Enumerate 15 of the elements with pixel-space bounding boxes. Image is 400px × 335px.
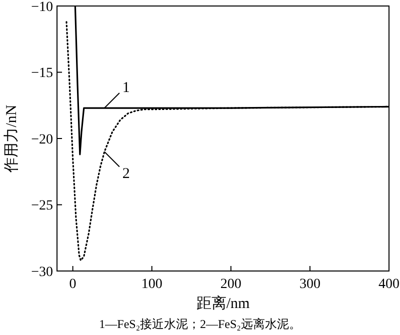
text: 1—FeS₂接近水泥；2—FeS₂远离水泥。 bbox=[99, 317, 301, 331]
x-tick-label: 400 bbox=[378, 277, 400, 292]
y-tick-label: −30 bbox=[31, 264, 53, 280]
x-tick-label: 200 bbox=[220, 277, 242, 292]
y-tick-label: −10 bbox=[31, 0, 53, 15]
y-tick-label: −20 bbox=[31, 132, 53, 148]
y-axis-title: 作用力/nN bbox=[3, 104, 20, 174]
y-tick-label: −15 bbox=[31, 66, 53, 82]
y-tick-label: −25 bbox=[31, 198, 53, 214]
annotation: 2 bbox=[122, 166, 130, 182]
x-tick-label: 100 bbox=[141, 277, 162, 292]
x-tick-label: 0 bbox=[69, 277, 76, 292]
annotation: 1 bbox=[122, 80, 130, 96]
x-axis-title: 距离/nm bbox=[196, 295, 250, 312]
x-tick-label: 300 bbox=[299, 277, 320, 292]
